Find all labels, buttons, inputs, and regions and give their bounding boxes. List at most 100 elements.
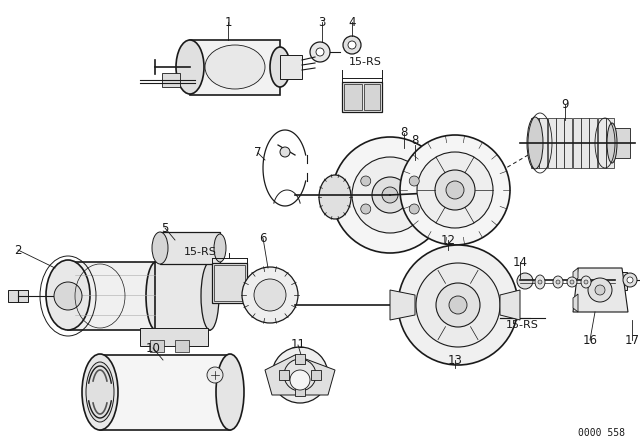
- Ellipse shape: [152, 232, 168, 264]
- Text: 5: 5: [161, 221, 169, 234]
- Polygon shape: [390, 290, 415, 320]
- Circle shape: [595, 285, 605, 295]
- Circle shape: [435, 170, 475, 210]
- Polygon shape: [573, 268, 628, 312]
- Ellipse shape: [205, 45, 265, 89]
- Bar: [311, 370, 321, 380]
- Ellipse shape: [201, 262, 219, 330]
- Ellipse shape: [146, 262, 166, 330]
- Bar: [556, 118, 564, 168]
- Circle shape: [54, 282, 82, 310]
- Bar: [190, 40, 280, 95]
- Text: 13: 13: [447, 353, 463, 366]
- Bar: [581, 118, 589, 168]
- Bar: [212, 263, 247, 303]
- Circle shape: [343, 36, 361, 54]
- Text: 8: 8: [400, 126, 408, 139]
- Text: 1: 1: [224, 16, 232, 29]
- Bar: [589, 118, 597, 168]
- Circle shape: [400, 135, 510, 245]
- Text: 11: 11: [291, 339, 305, 352]
- Text: 15-RS: 15-RS: [184, 247, 216, 257]
- Text: 4: 4: [348, 16, 356, 29]
- Bar: [295, 386, 305, 396]
- Bar: [598, 118, 605, 168]
- Circle shape: [316, 48, 324, 56]
- Ellipse shape: [270, 47, 290, 87]
- Text: 3: 3: [318, 16, 326, 29]
- Circle shape: [254, 279, 286, 311]
- Circle shape: [242, 267, 298, 323]
- Bar: [540, 118, 547, 168]
- Circle shape: [352, 157, 428, 233]
- Text: 14: 14: [513, 255, 527, 268]
- Text: 7: 7: [254, 146, 262, 159]
- Text: 8: 8: [412, 134, 419, 146]
- Bar: [214, 265, 245, 301]
- Polygon shape: [500, 290, 520, 320]
- Ellipse shape: [319, 175, 351, 219]
- Bar: [612, 128, 630, 158]
- Circle shape: [538, 280, 542, 284]
- Bar: [162, 73, 180, 87]
- Text: 6: 6: [259, 232, 267, 245]
- Circle shape: [627, 277, 633, 283]
- Ellipse shape: [46, 260, 90, 330]
- Ellipse shape: [527, 117, 543, 169]
- Circle shape: [517, 273, 533, 289]
- Circle shape: [361, 204, 371, 214]
- Circle shape: [372, 177, 408, 213]
- Circle shape: [398, 245, 518, 365]
- Circle shape: [417, 152, 493, 228]
- Bar: [531, 118, 539, 168]
- Circle shape: [382, 187, 398, 203]
- Ellipse shape: [82, 354, 118, 430]
- Circle shape: [449, 296, 467, 314]
- Bar: [606, 118, 614, 168]
- Ellipse shape: [214, 234, 226, 262]
- Circle shape: [284, 359, 316, 391]
- Bar: [295, 354, 305, 364]
- Bar: [140, 328, 208, 346]
- Circle shape: [556, 280, 560, 284]
- Circle shape: [290, 370, 310, 390]
- Text: 9: 9: [561, 99, 569, 112]
- Text: 12: 12: [440, 233, 456, 246]
- Circle shape: [416, 263, 500, 347]
- Ellipse shape: [216, 354, 244, 430]
- Circle shape: [623, 273, 637, 287]
- Bar: [8, 290, 28, 302]
- Circle shape: [584, 280, 588, 284]
- Polygon shape: [573, 294, 578, 312]
- Ellipse shape: [553, 276, 563, 288]
- Bar: [548, 118, 556, 168]
- Circle shape: [280, 147, 290, 157]
- Circle shape: [570, 280, 574, 284]
- Bar: [150, 340, 164, 352]
- Ellipse shape: [535, 275, 545, 289]
- Text: 15-RS: 15-RS: [506, 320, 538, 330]
- Ellipse shape: [86, 362, 114, 422]
- Polygon shape: [573, 268, 578, 282]
- Circle shape: [409, 176, 419, 186]
- Circle shape: [310, 42, 330, 62]
- Circle shape: [409, 204, 419, 214]
- Text: 0000 558: 0000 558: [578, 428, 625, 438]
- Circle shape: [588, 278, 612, 302]
- Circle shape: [272, 347, 328, 403]
- Ellipse shape: [581, 276, 591, 288]
- Bar: [364, 84, 380, 110]
- Text: 10: 10: [145, 341, 161, 354]
- Bar: [612, 272, 627, 290]
- Ellipse shape: [607, 123, 617, 163]
- Circle shape: [207, 367, 223, 383]
- Bar: [280, 55, 302, 79]
- Text: 2: 2: [14, 244, 22, 257]
- Circle shape: [436, 283, 480, 327]
- Bar: [342, 82, 382, 112]
- Bar: [160, 232, 220, 264]
- Ellipse shape: [567, 277, 577, 287]
- Circle shape: [332, 137, 448, 253]
- Bar: [564, 118, 572, 168]
- Bar: [573, 118, 580, 168]
